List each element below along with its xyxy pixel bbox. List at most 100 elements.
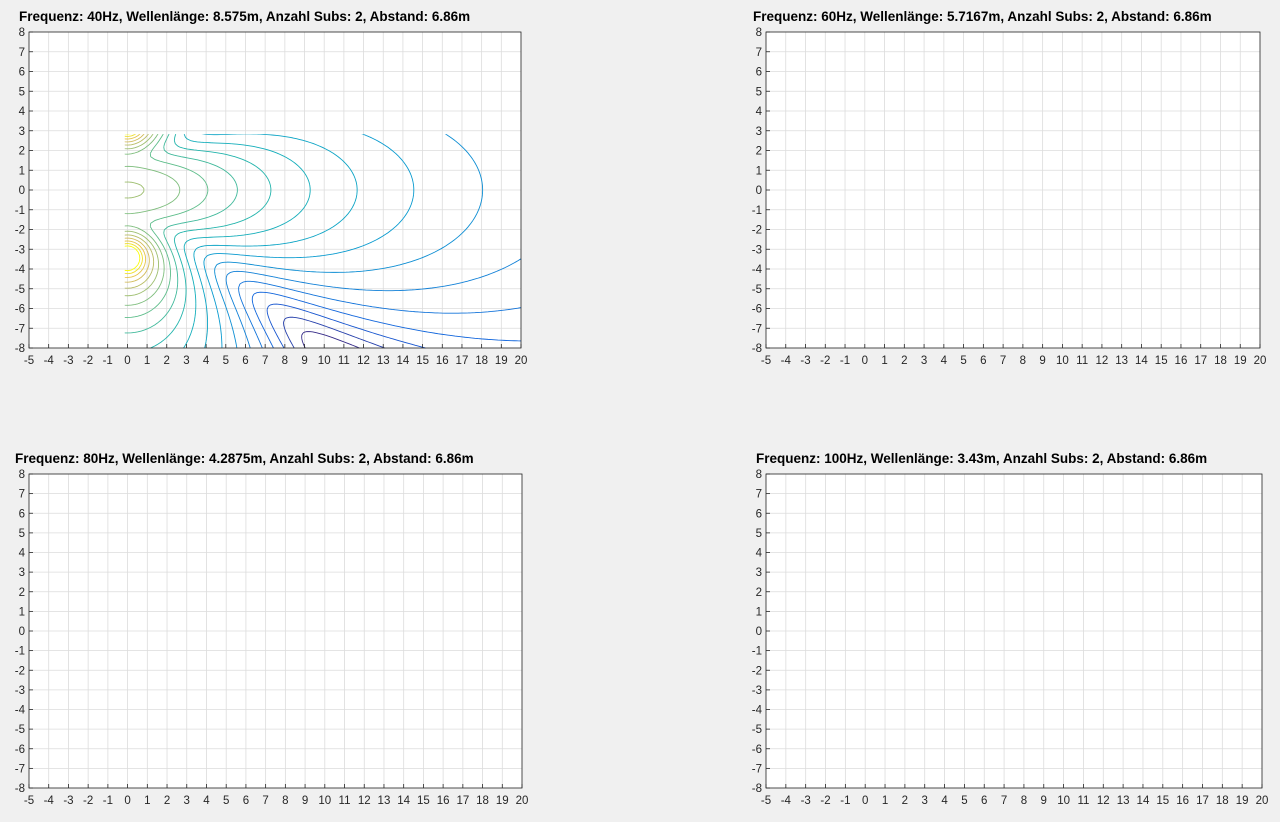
y-tick-label: 1 — [756, 606, 762, 618]
x-tick-label: 12 — [1097, 795, 1110, 807]
y-tick-label: -5 — [752, 284, 762, 296]
plot-title: Frequenz: 60Hz, Wellenlänge: 5.7167m, An… — [753, 9, 1212, 24]
x-tick-label: 16 — [1175, 355, 1188, 367]
contour-line — [302, 32, 360, 348]
y-tick-label: 3 — [756, 126, 762, 138]
x-tick-label: 8 — [282, 355, 288, 367]
contour-line — [29, 32, 310, 348]
y-tick-label: 1 — [19, 606, 25, 618]
x-tick-label: -3 — [800, 355, 810, 367]
y-tick-label: 1 — [756, 165, 762, 177]
x-tick-label: 0 — [124, 355, 130, 367]
x-tick-label: 1 — [144, 795, 150, 807]
y-tick-label: 8 — [756, 469, 762, 481]
y-tick-label: 7 — [19, 489, 25, 501]
contour-lines — [29, 32, 521, 348]
y-tick-label: 7 — [756, 489, 762, 501]
plot-area: -5 -4 -3 -2 -1 0 1 2 3 4 5 6 7 8 9 10 11 12 13 14 15 16 17 18 19… — [15, 27, 528, 367]
plot-area: -5 -4 -3 -2 -1 0 1 2 3 4 5 6 7 8 9 10 11 12 13 14 15 16 17 18 19… — [752, 469, 1269, 807]
y-tick-label: -7 — [752, 323, 762, 335]
contour-line — [252, 32, 521, 348]
x-tick-label: 8 — [1020, 355, 1026, 367]
x-tick-label: 10 — [318, 355, 331, 367]
plot-area: -5 -4 -3 -2 -1 0 1 2 3 4 5 6 7 8 9 10 11 12 13 14 15 16 17 18 19… — [752, 27, 1267, 367]
x-tick-label: 5 — [960, 355, 966, 367]
x-tick-label: 19 — [1236, 795, 1249, 807]
y-tick-label: 0 — [756, 185, 762, 197]
y-tick-label: 8 — [19, 469, 25, 481]
x-tick-label: 18 — [475, 355, 488, 367]
x-tick-label: 18 — [1216, 795, 1229, 807]
y-tick-label: -6 — [752, 304, 762, 316]
contour-line — [239, 32, 521, 348]
y-tick-label: -6 — [15, 304, 25, 316]
x-tick-label: 9 — [302, 795, 308, 807]
y-tick-label: -2 — [752, 665, 762, 677]
y-tick-label: -3 — [752, 685, 762, 697]
x-tick-label: -2 — [83, 355, 93, 367]
y-tick-label: 3 — [19, 126, 25, 138]
x-tick-label: 17 — [456, 355, 469, 367]
y-tick-label: -7 — [752, 763, 762, 775]
x-tick-label: 6 — [981, 795, 987, 807]
contour-line — [29, 32, 414, 348]
x-tick-label: -3 — [801, 795, 811, 807]
x-tick-label: 8 — [282, 795, 288, 807]
y-tick-label: 4 — [756, 106, 763, 118]
contour-line — [106, 98, 150, 282]
contour-plot-60hz: Frequenz: 60Hz, Wellenlänge: 5.7167m, An… — [752, 9, 1267, 367]
grid — [28, 31, 522, 349]
x-tick-label: -5 — [761, 355, 771, 367]
x-tick-label: 4 — [941, 355, 948, 367]
y-tick-label: -8 — [15, 343, 25, 355]
x-tick-label: 16 — [436, 355, 449, 367]
contour-line — [75, 75, 180, 306]
x-tick-label: 15 — [416, 355, 429, 367]
x-tick-label: 0 — [124, 795, 130, 807]
y-tick-label: 6 — [19, 67, 25, 79]
y-tick-label: -2 — [15, 225, 25, 237]
x-tick-label: 5 — [223, 795, 229, 807]
x-tick-label: 17 — [456, 795, 469, 807]
contour-line — [115, 109, 140, 270]
x-tick-label: -1 — [840, 795, 850, 807]
y-tick-label: -3 — [15, 244, 25, 256]
y-tick-label: -7 — [15, 763, 25, 775]
x-tick-label: 10 — [318, 795, 331, 807]
y-tick-label: 2 — [19, 146, 25, 158]
x-tick-label: -5 — [24, 795, 34, 807]
x-tick-label: 12 — [358, 795, 371, 807]
y-tick-label: 8 — [756, 27, 762, 39]
y-tick-label: -5 — [15, 724, 25, 736]
x-tick-label: -2 — [820, 355, 830, 367]
x-tick-label: 5 — [961, 795, 967, 807]
y-tick-label: 5 — [756, 528, 762, 540]
x-tick-label: 9 — [1041, 795, 1047, 807]
contour-line — [283, 32, 384, 348]
x-tick-label: 16 — [1176, 795, 1189, 807]
plot-title: Frequenz: 80Hz, Wellenlänge: 4.2875m, An… — [15, 451, 474, 466]
x-tick-label: 9 — [1039, 355, 1045, 367]
x-tick-label: 1 — [882, 795, 888, 807]
contour-line — [29, 32, 271, 348]
y-tick-label: 8 — [19, 27, 25, 39]
y-tick-label: 6 — [19, 508, 25, 520]
y-tick-label: -5 — [752, 724, 762, 736]
x-tick-label: 7 — [1000, 355, 1006, 367]
x-tick-label: 4 — [203, 355, 210, 367]
x-tick-label: 7 — [262, 355, 268, 367]
x-tick-label: 6 — [980, 355, 986, 367]
y-tick-label: 4 — [19, 548, 26, 560]
y-tick-label: 1 — [19, 165, 25, 177]
x-tick-label: 10 — [1057, 795, 1070, 807]
x-tick-label: 2 — [902, 795, 908, 807]
x-tick-label: 2 — [164, 355, 170, 367]
contour-line — [112, 106, 142, 273]
y-tick-label: -6 — [752, 744, 762, 756]
x-tick-label: 14 — [397, 355, 410, 367]
x-tick-label: 0 — [862, 355, 868, 367]
contour-line — [109, 103, 145, 278]
y-tick-label: 2 — [756, 587, 762, 599]
x-tick-label: 1 — [144, 355, 150, 367]
contour-line — [267, 32, 426, 348]
